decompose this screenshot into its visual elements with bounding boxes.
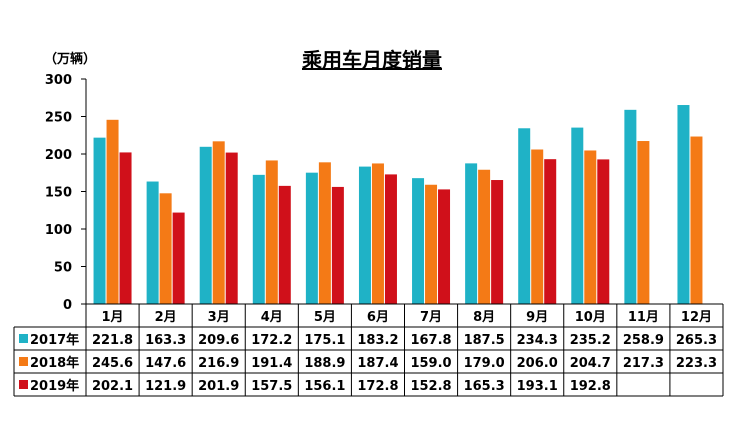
bar-2018年-11月 (637, 141, 650, 304)
bar-2018年-10月 (584, 150, 597, 304)
data-table-cell: 163.3 (145, 333, 186, 348)
data-table-cell: 258.9 (623, 333, 664, 348)
legend-series-name: 2017年 (30, 332, 79, 348)
bar-2018年-9月 (531, 149, 544, 304)
bar-2018年-2月 (159, 193, 172, 304)
x-category-label: 11月 (628, 310, 659, 325)
data-table-cell: 223.3 (676, 356, 717, 371)
bar-2017年-7月 (412, 178, 425, 304)
data-table-cell: 172.8 (357, 379, 398, 394)
data-table-cell: 193.1 (517, 379, 558, 394)
x-category-label: 4月 (261, 310, 283, 325)
y-tick-label: 200 (45, 148, 72, 163)
legend-series-name: 2018年 (30, 355, 79, 371)
data-table-cell: 187.5 (464, 333, 505, 348)
data-table-cell: 245.6 (92, 356, 133, 371)
bar-2018年-6月 (371, 163, 384, 304)
bar-2017年-1月 (93, 137, 106, 304)
data-table-cell: 187.4 (357, 356, 398, 371)
y-tick-label: 150 (45, 186, 72, 201)
bar-2017年-8月 (465, 163, 478, 304)
bar-2019年-8月 (491, 180, 504, 304)
bar-2019年-4月 (278, 185, 291, 304)
legend-swatch-2018年 (19, 357, 28, 366)
data-table-cell: 216.9 (198, 356, 239, 371)
data-table-cell: 175.1 (304, 333, 345, 348)
y-axis-unit-label: （万辆） (44, 51, 96, 67)
data-table-cell: 147.6 (145, 356, 186, 371)
x-category-label: 7月 (420, 310, 442, 325)
y-axis: 0 50 100 150 200 250 300 (45, 73, 87, 313)
bar-2018年-7月 (425, 184, 438, 304)
data-table-cell: 192.8 (570, 379, 611, 394)
bar-2018年-12月 (690, 136, 703, 304)
data-table-cell: 234.3 (517, 333, 558, 348)
bar-2017年-12月 (677, 105, 690, 305)
data-table-cell: 159.0 (410, 356, 451, 371)
bars (93, 105, 703, 305)
bar-2019年-7月 (438, 189, 451, 304)
bar-2019年-10月 (597, 159, 610, 304)
bar-2017年-5月 (305, 172, 318, 304)
bar-2018年-8月 (478, 169, 491, 304)
x-category-label: 2月 (155, 310, 177, 325)
bar-2018年-1月 (106, 119, 119, 304)
x-category-label: 1月 (102, 310, 124, 325)
y-tick-label: 300 (45, 73, 72, 88)
bar-2019年-5月 (331, 186, 344, 304)
data-table-cell: 209.6 (198, 333, 239, 348)
data-table-cell: 156.1 (304, 379, 345, 394)
bar-2017年-2月 (146, 181, 159, 304)
data-table-cell: 157.5 (251, 379, 292, 394)
x-category-label: 8月 (473, 310, 495, 325)
data-table-cell: 179.0 (464, 356, 505, 371)
data-table-cell: 206.0 (517, 356, 558, 371)
bar-2019年-2月 (172, 212, 185, 304)
bar-2017年-10月 (571, 127, 584, 304)
data-table-cell: 235.2 (570, 333, 611, 348)
bar-2017年-4月 (252, 174, 265, 304)
bar-2017年-9月 (518, 128, 531, 304)
data-table-cell: 152.8 (410, 379, 451, 394)
data-table-cell: 201.9 (198, 379, 239, 394)
x-category-label: 5月 (314, 310, 336, 325)
bar-2019年-1月 (119, 152, 132, 304)
bar-2017年-11月 (624, 109, 637, 304)
data-table-cell: 183.2 (357, 333, 398, 348)
data-table-cell: 204.7 (570, 356, 611, 371)
bar-2018年-5月 (318, 162, 331, 304)
data-table-cell: 121.9 (145, 379, 186, 394)
data-table-cell: 172.2 (251, 333, 292, 348)
y-tick-label: 100 (45, 223, 72, 238)
legend-series-name: 2019年 (30, 378, 79, 394)
legend-swatch-2019年 (19, 380, 28, 389)
x-category-label: 12月 (681, 310, 712, 325)
data-table-cell: 191.4 (251, 356, 292, 371)
x-category-label: 9月 (526, 310, 548, 325)
y-tick-label: 0 (63, 298, 72, 313)
data-table-cell: 165.3 (464, 379, 505, 394)
data-table: 1月 2月 3月 4月 5月 6月 7月 8月 9月 10月 11月 12月 2017年 221.8 163… (13, 303, 724, 397)
data-table-cell: 188.9 (304, 356, 345, 371)
data-table-cell: 221.8 (92, 333, 133, 348)
y-tick-label: 250 (45, 111, 72, 126)
bar-2017年-6月 (358, 166, 371, 304)
data-table-cell: 202.1 (92, 379, 133, 394)
data-table-cell: 217.3 (623, 356, 664, 371)
data-table-cell: 265.3 (676, 333, 717, 348)
data-table-cell: 167.8 (410, 333, 451, 348)
x-category-label: 6月 (367, 310, 389, 325)
bar-2019年-9月 (544, 159, 557, 304)
bar-2018年-3月 (212, 141, 225, 304)
y-tick-label: 50 (54, 261, 72, 276)
bar-2019年-3月 (225, 152, 238, 304)
x-category-label: 10月 (575, 310, 606, 325)
legend-swatch-2017年 (19, 334, 28, 343)
x-category-label: 3月 (208, 310, 230, 325)
bar-2019年-6月 (384, 174, 397, 304)
bar-2018年-4月 (265, 160, 278, 304)
chart-title: 乘用车月度销量 (301, 48, 442, 72)
bar-2017年-3月 (199, 146, 212, 304)
